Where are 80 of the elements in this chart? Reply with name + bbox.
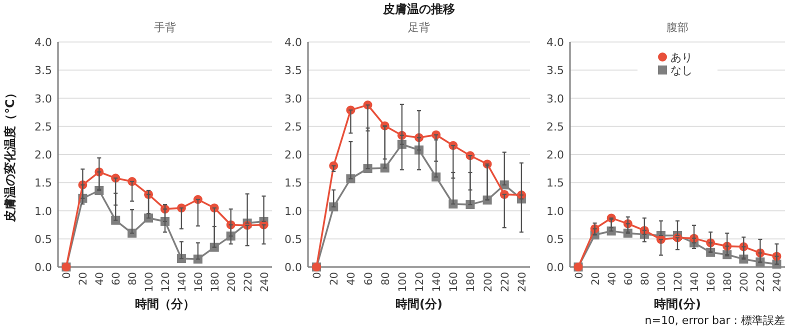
x-tick-label: 200 [226,272,238,292]
chart-subtitle: 腹部 [666,21,688,34]
y-tick-label: 0.0 [546,261,564,274]
y-tick-label: 0.0 [284,261,302,274]
y-tick-label: 0.5 [284,232,302,246]
x-tick-label: 40 [606,272,618,286]
y-tick-label: 3.0 [546,92,564,106]
x-tick-label: 100 [144,272,156,292]
x-tick-label: 0 [61,272,74,279]
x-tick-label: 180 [209,272,222,292]
x-axis-title: 時間（分） [135,297,195,311]
y-tick-label: 3.0 [34,92,52,106]
x-tick-label: 200 [738,272,751,292]
x-tick-label: 120 [160,272,172,292]
chart-subtitle: 手背 [154,21,176,34]
x-tick-label: 160 [192,272,205,292]
y-tick-label: 3.5 [284,64,302,78]
y-axis-title: 皮膚温の変化温度（℃） [3,87,17,223]
x-tick-label: 60 [622,272,635,286]
x-tick-label: 160 [706,272,718,292]
y-tick-label: 0.0 [34,261,52,274]
x-tick-label: 160 [448,272,460,292]
x-tick-label: 40 [94,272,106,286]
point [432,172,441,182]
y-tick-label: 2.0 [34,148,52,162]
chart-subtitle: 足背 [408,21,430,34]
x-tick-label: 140 [689,272,702,292]
x-tick-label: 180 [722,272,734,292]
x-tick-label: 0 [573,272,586,279]
x-tick-label: 140 [431,272,444,292]
x-tick-label: 220 [499,272,512,292]
y-tick-label: 1.0 [546,204,564,218]
x-tick-label: 200 [482,272,494,292]
x-tick-label: 20 [328,272,341,286]
x-tick-label: 20 [590,272,602,286]
x-tick-label: 240 [516,272,528,292]
x-tick-label: 220 [242,272,254,292]
x-tick-label: 180 [465,272,478,292]
x-tick-label: 240 [772,272,784,292]
point [193,254,202,264]
text: n=10, error bar : 標準誤差 [644,314,785,327]
y-tick-label: 2.5 [546,120,564,134]
y-tick-label: 1.0 [34,204,52,218]
y-tick-label: 2.0 [546,148,564,162]
x-tick-label: 120 [414,272,426,292]
x-tick-label: 240 [258,272,271,292]
x-tick-label: 40 [346,272,358,286]
x-tick-label: 100 [396,272,409,292]
y-tick-label: 0.5 [34,232,52,246]
x-tick-label: 60 [110,272,123,286]
y-tick-label: 3.0 [284,92,302,106]
y-tick-label: 2.5 [34,120,52,134]
x-tick-label: 60 [362,272,375,286]
x-tick-label: 140 [176,272,188,292]
y-tick-label: 4.0 [546,36,564,49]
point [176,254,186,264]
y-tick-label: 1.5 [546,176,564,190]
y-tick-label: 4.0 [284,36,302,49]
x-tick-label: 80 [639,272,652,286]
x-tick-label: 100 [656,272,668,292]
y-tick-label: 4.0 [34,36,52,49]
y-tick-label: 2.0 [284,148,302,162]
x-tick-label: 20 [78,272,90,286]
legend-label: あり [670,51,692,64]
x-tick-label: 80 [380,272,392,286]
y-tick-label: 3.5 [546,64,564,78]
chart-title: 皮膚温の推移 [382,2,455,16]
y-tick-label: 2.5 [284,120,302,134]
legend-label: なし [670,64,692,77]
y-tick-label: 1.5 [284,176,302,190]
x-tick-label: 0 [312,272,324,279]
y-tick-label: 3.5 [34,64,52,78]
x-tick-label: 80 [127,272,140,286]
x-tick-label: 220 [755,272,768,292]
y-tick-label: 1.0 [284,204,302,218]
y-tick-label: 0.5 [546,232,564,246]
y-tick-label: 1.5 [34,176,52,190]
x-axis-title: 時間(分) [654,297,701,311]
x-tick-label: 120 [672,272,684,292]
x-axis-title: 時間(分) [396,297,442,311]
